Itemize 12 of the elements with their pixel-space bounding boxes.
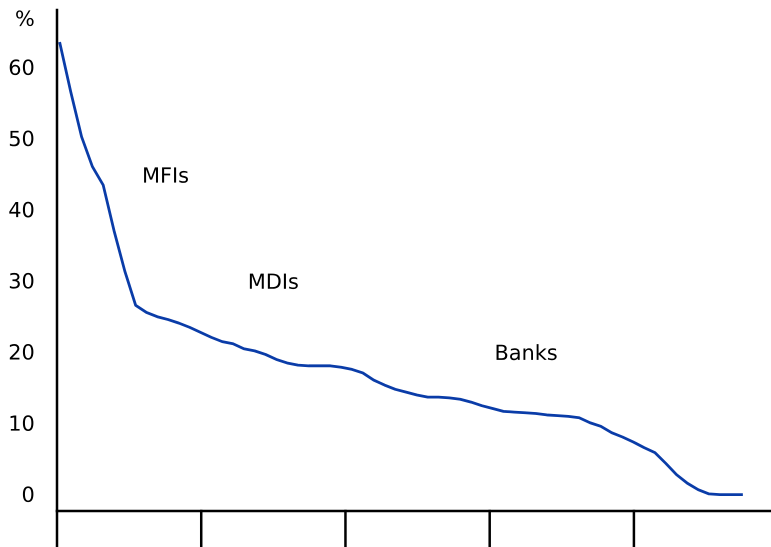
y-tick-label: 20 [10, 344, 34, 360]
y-tick-label: 40 [9, 202, 34, 218]
annotation: MDIs [250, 274, 298, 290]
y-tick-label: 50 [10, 130, 34, 146]
y-axis-title: % [16, 10, 34, 26]
annotation: MFIs [144, 167, 188, 183]
line-series [58, 42, 743, 496]
y-tick-label: 60 [10, 59, 34, 76]
y-tick-label: 0 [22, 486, 34, 502]
y-tick-label: 10 [10, 415, 34, 431]
y-tick-label: 30 [10, 272, 34, 289]
annotation: Banks [496, 344, 557, 360]
